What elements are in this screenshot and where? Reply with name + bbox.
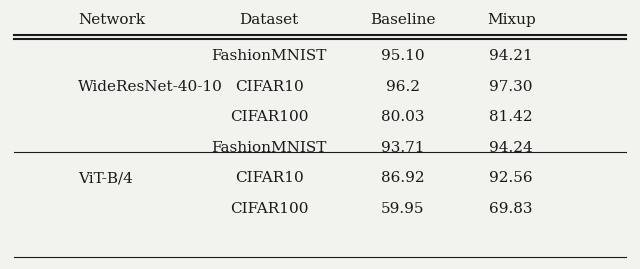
Text: ViT-B/4: ViT-B/4: [78, 171, 132, 185]
Text: 81.42: 81.42: [490, 110, 533, 124]
Text: 59.95: 59.95: [381, 202, 424, 216]
Text: FashionMNIST: FashionMNIST: [211, 49, 326, 63]
Text: CIFAR100: CIFAR100: [230, 202, 308, 216]
Text: 80.03: 80.03: [381, 110, 424, 124]
Text: 93.71: 93.71: [381, 141, 424, 155]
Text: 69.83: 69.83: [490, 202, 533, 216]
Text: WideResNet-40-10: WideResNet-40-10: [78, 80, 223, 94]
Text: CIFAR10: CIFAR10: [235, 171, 303, 185]
Text: Mixup: Mixup: [487, 13, 536, 27]
Text: FashionMNIST: FashionMNIST: [211, 141, 326, 155]
Text: CIFAR10: CIFAR10: [235, 80, 303, 94]
Text: 95.10: 95.10: [381, 49, 425, 63]
Text: 94.24: 94.24: [490, 141, 533, 155]
Text: 94.21: 94.21: [490, 49, 533, 63]
Text: 96.2: 96.2: [386, 80, 420, 94]
Text: Baseline: Baseline: [370, 13, 436, 27]
Text: Network: Network: [78, 13, 145, 27]
Text: 86.92: 86.92: [381, 171, 425, 185]
Text: CIFAR100: CIFAR100: [230, 110, 308, 124]
Text: 97.30: 97.30: [490, 80, 533, 94]
Text: Dataset: Dataset: [239, 13, 299, 27]
Text: 92.56: 92.56: [490, 171, 533, 185]
